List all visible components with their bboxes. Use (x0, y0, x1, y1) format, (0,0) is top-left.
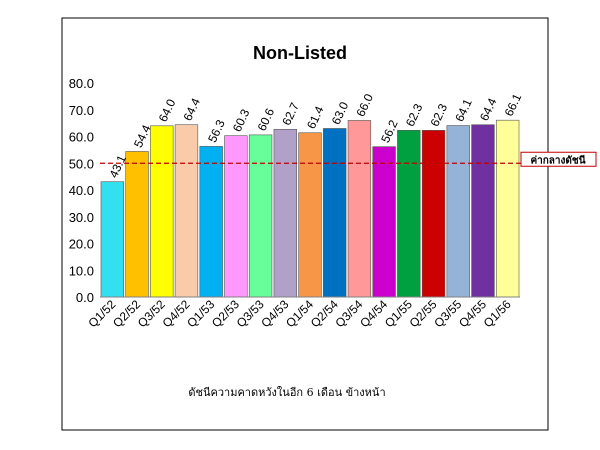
y-tick-label: 30.0 (69, 210, 94, 225)
bar (150, 125, 174, 298)
bar (273, 128, 297, 298)
y-tick-label: 50.0 (69, 156, 94, 171)
chart-title: Non-Listed (253, 43, 347, 63)
y-tick-label: 80.0 (69, 76, 94, 91)
bar (298, 132, 322, 298)
y-tick-label: 70.0 (69, 103, 94, 118)
bar (100, 181, 125, 298)
bar-series (100, 119, 520, 298)
bar (347, 120, 372, 298)
bar (224, 135, 248, 298)
bar (323, 128, 347, 298)
y-axis: 0.0 10.0 20.0 30.0 40.0 50.0 60.0 70.0 80.0 (69, 76, 94, 305)
y-tick-label: 20.0 (69, 237, 94, 252)
bar (372, 146, 396, 298)
bar (248, 134, 273, 298)
bar (174, 124, 199, 298)
y-tick-label: 0.0 (76, 290, 94, 305)
y-tick-label: 10.0 (69, 263, 94, 278)
bar (397, 130, 421, 298)
y-tick-label: 60.0 (69, 130, 94, 145)
x-axis-title: ดัชนีความคาดหวังในอีก 6 เดือน ข้างหน้า (188, 386, 385, 399)
bar (471, 124, 495, 298)
reference-label-box (520, 151, 597, 167)
bar (446, 125, 470, 298)
bar (495, 119, 520, 298)
bar (125, 151, 149, 298)
bar (199, 146, 223, 298)
bar (421, 130, 446, 298)
reference-label: ค่ากลางดัชนี (530, 154, 585, 166)
y-tick-label: 40.0 (69, 183, 94, 198)
